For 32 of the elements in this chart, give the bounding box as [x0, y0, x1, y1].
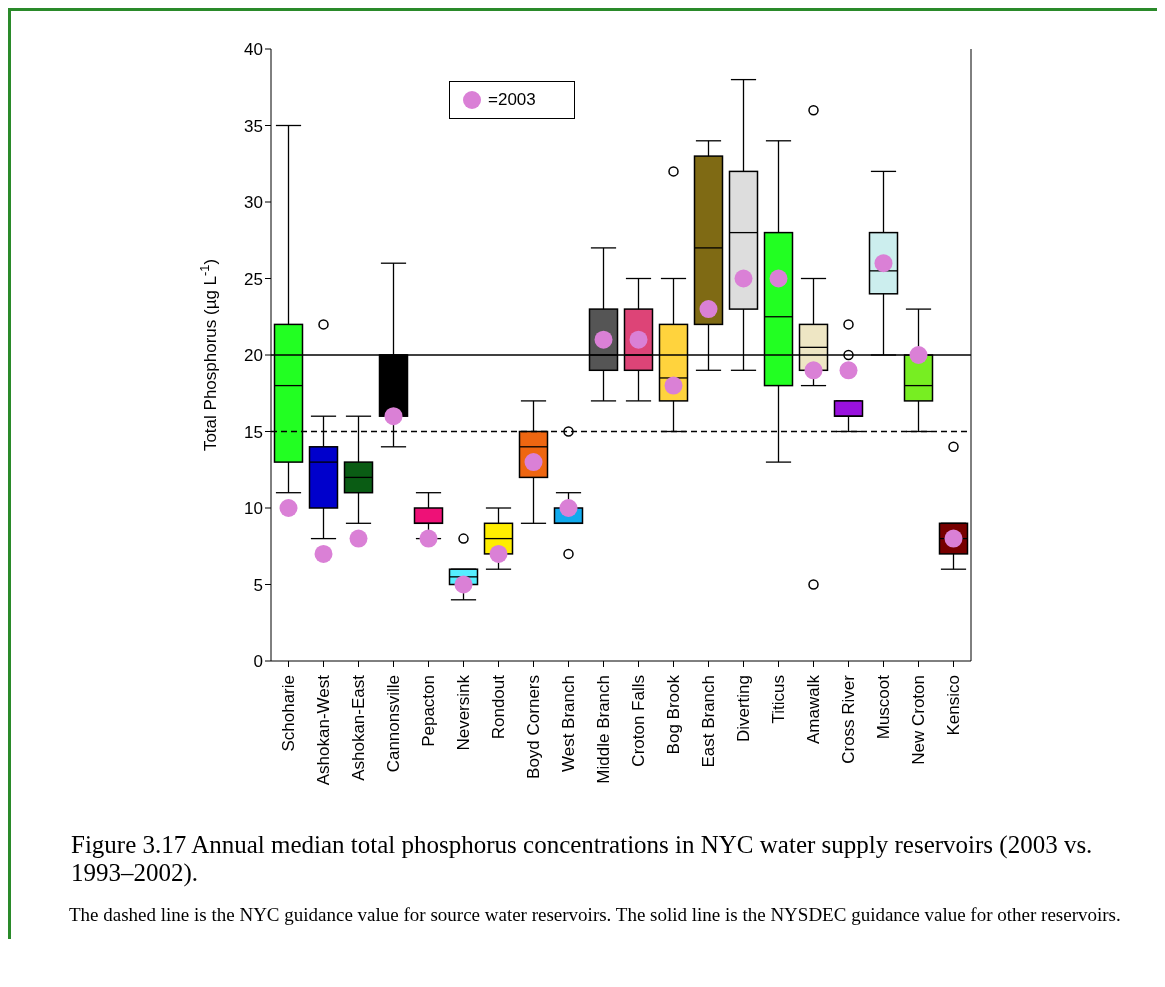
y-tick-label: 25 [244, 269, 263, 289]
x-tick-label: Neversink [454, 674, 473, 751]
y-tick-label: 10 [244, 499, 263, 519]
text: The dashed line is the NYC guidance value for source water reservoirs. The solid line is the NYSDEC guidance value for other reservoirs. [69, 903, 1122, 927]
x-tick-label: Cannonsville [384, 675, 403, 773]
legend-label: =2003 [488, 90, 536, 110]
x-tick-label: Titicus [769, 675, 788, 724]
caption: Figure 3.17 Annual median total phosphorus concentrations in NYC water supply reservoirs (2003 vs. 1993–2002). [71, 831, 1094, 887]
x-tick-label: Schoharie [279, 675, 298, 752]
x-tick-label: Pepacton [419, 675, 438, 747]
y-tick-label: 35 [244, 116, 263, 136]
y-tick-label: 30 [244, 193, 263, 213]
y-tick-label: 20 [244, 346, 263, 366]
x-tick-label: New Croton [909, 675, 928, 765]
x-tick-label: Middle Branch [594, 675, 613, 784]
x-tick-label: East Branch [699, 675, 718, 768]
x-tick-label: Bog Brook [664, 674, 683, 755]
y-tick-label: 5 [253, 575, 263, 595]
x-tick-label: Ashokan-East [349, 674, 368, 781]
y-tick-label: 0 [253, 652, 263, 672]
y-tick-label: 40 [244, 40, 263, 60]
x-tick-label: West Branch [559, 675, 578, 773]
x-tick-label: Ashokan-West [314, 674, 333, 786]
y-tick-label: 15 [244, 422, 263, 442]
x-tick-label: Kensico [944, 675, 963, 736]
x-tick-label: Diverting [734, 675, 753, 743]
x-tick-label: Croton Falls [629, 675, 648, 767]
x-tick-label: Boyd Corners [524, 675, 543, 779]
x-tick-label: Muscoot [874, 674, 893, 740]
x-tick-label: Amawalk [804, 674, 823, 744]
x-tick-label: Rondout [489, 674, 508, 740]
x-tick-label: Cross River [839, 674, 858, 764]
